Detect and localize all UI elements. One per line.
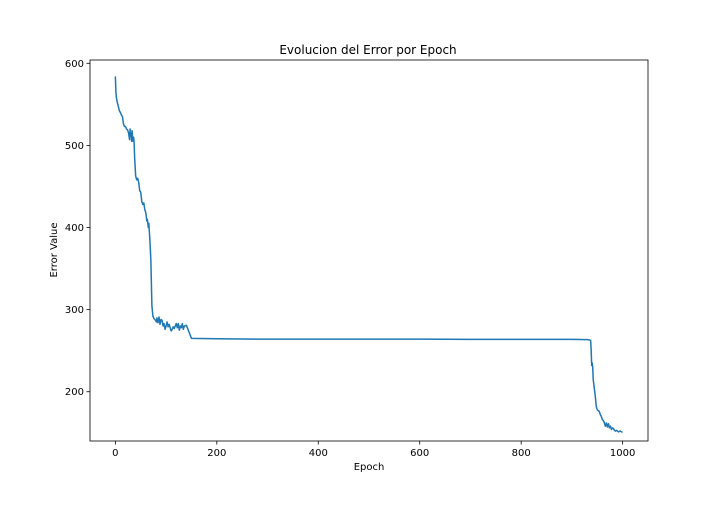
y-tick-label: 600 xyxy=(65,59,84,70)
x-tick-label: 1000 xyxy=(610,448,635,459)
x-tick-label: 200 xyxy=(207,448,226,459)
error-series-line xyxy=(114,76,623,433)
x-axis-ticks: 0 200 400 600 800 1000 xyxy=(112,441,635,459)
y-tick-label: 500 xyxy=(65,141,84,152)
y-tick-label: 300 xyxy=(65,305,84,316)
x-axis-label: Epoch xyxy=(354,462,385,473)
chart-title: Evolucion del Error por Epoch xyxy=(279,43,456,57)
y-tick-label: 200 xyxy=(65,387,84,398)
plot-area-frame xyxy=(89,59,649,442)
x-tick-label: 400 xyxy=(309,448,328,459)
y-tick-label: 400 xyxy=(65,223,84,234)
x-tick-label: 600 xyxy=(410,448,429,459)
x-tick-label: 0 xyxy=(112,448,118,459)
x-tick-label: 800 xyxy=(512,448,531,459)
y-axis-label: Error Value xyxy=(49,222,60,277)
y-axis-ticks: 200 300 400 500 600 xyxy=(65,59,90,398)
series-layer xyxy=(114,76,623,433)
